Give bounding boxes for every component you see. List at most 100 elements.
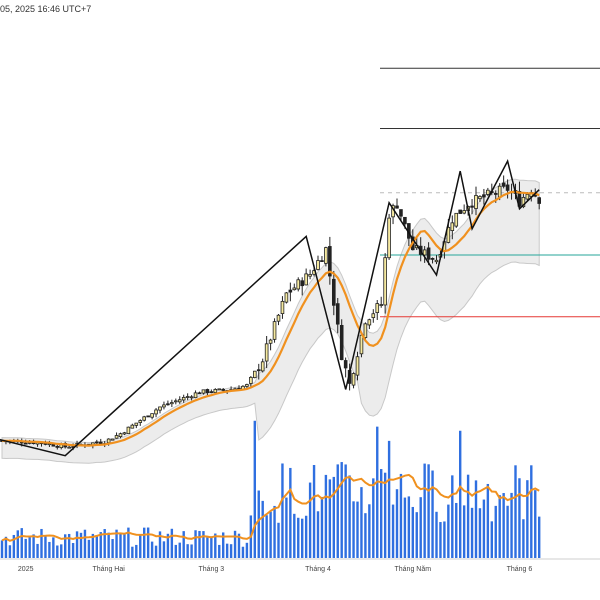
candle-body — [249, 376, 253, 384]
candle-body — [185, 396, 190, 398]
volume-bar — [166, 533, 170, 558]
volume-bar — [162, 541, 166, 558]
candle-body — [324, 247, 328, 264]
x-tick-label: Tháng 6 — [507, 566, 533, 573]
volume-bar — [506, 505, 509, 558]
candle-body — [335, 303, 340, 325]
candle-body — [260, 361, 265, 372]
volume-bar — [348, 475, 351, 558]
candle-body — [158, 406, 162, 411]
volume-bar — [423, 463, 426, 558]
candle-body — [379, 304, 383, 306]
volume-bar — [273, 505, 276, 558]
candle-body — [134, 422, 139, 426]
volume-bar — [127, 527, 130, 558]
volume-bar — [431, 470, 434, 558]
volume-bar — [328, 479, 332, 558]
candle-body — [505, 184, 510, 191]
volume-bar — [451, 475, 454, 558]
candle-body — [434, 259, 439, 263]
candle-body — [395, 205, 399, 209]
candle-body — [478, 196, 482, 200]
candle-body — [343, 360, 348, 369]
volume-bar — [395, 489, 399, 558]
candle-body — [525, 194, 530, 200]
candle-body — [51, 443, 56, 447]
volume-bar — [281, 463, 284, 558]
volume-bars — [0, 420, 541, 558]
volume-bar — [241, 546, 245, 558]
volume-bar — [182, 531, 185, 558]
candle-body — [221, 389, 226, 391]
candle-body — [162, 404, 166, 408]
volume-bar — [190, 544, 193, 558]
candle-body — [320, 260, 324, 263]
volume-bar — [502, 493, 505, 558]
candle-body — [95, 441, 99, 444]
volume-bar — [285, 497, 288, 558]
volume-bar — [277, 522, 280, 558]
candle-body — [150, 413, 154, 418]
volume-bar — [229, 544, 233, 558]
volume-bar — [214, 533, 217, 558]
volume-bar — [52, 537, 55, 558]
volume-bar — [455, 502, 458, 558]
candle-body — [217, 388, 222, 391]
volume-bar — [308, 482, 312, 558]
volume-bar — [387, 440, 391, 558]
volume-bar — [265, 515, 268, 558]
x-tick-label: Tháng Hai — [93, 566, 126, 573]
volume-bar — [24, 538, 27, 558]
volume-bar — [459, 430, 462, 558]
volume-bar — [32, 534, 35, 558]
volume-bar — [514, 465, 517, 558]
candle-body — [304, 273, 308, 286]
volume-bar — [40, 528, 43, 558]
volume-bar — [383, 472, 387, 558]
candle-body — [422, 249, 427, 256]
candle-body — [399, 209, 403, 217]
volume-bar — [403, 497, 407, 558]
x-tick-label: Tháng Năm — [395, 566, 432, 573]
candle-body — [387, 217, 391, 259]
volume-bar — [415, 512, 418, 558]
candle-body — [462, 210, 466, 214]
volume-bar — [304, 515, 308, 558]
volume-bar — [12, 534, 16, 558]
volume-bar — [301, 518, 304, 558]
candle-body — [205, 389, 210, 394]
volume-bar — [135, 544, 138, 558]
candle-body — [300, 280, 304, 287]
volume-bar — [470, 507, 474, 558]
candle-body — [245, 384, 249, 387]
volume-bar — [364, 513, 367, 558]
candle-body — [114, 435, 119, 439]
candle-body — [493, 193, 498, 195]
volume-bar — [186, 544, 189, 558]
candle-body — [331, 278, 336, 306]
volume-bar — [8, 545, 12, 558]
volume-bar — [0, 540, 4, 558]
candle-body — [521, 196, 526, 208]
candle-body — [363, 323, 368, 338]
candle-body — [201, 389, 206, 394]
volume-bar — [435, 511, 438, 558]
volume-bar — [447, 504, 450, 558]
candle-body — [280, 300, 285, 315]
candle-body — [308, 274, 312, 277]
candle-body — [446, 226, 451, 243]
volume-bar — [4, 536, 8, 558]
chart-header-timestamp: 05, 2025 16:46 UTC+7 — [0, 4, 92, 14]
volume-bar — [289, 467, 292, 558]
candle-body — [118, 433, 123, 437]
volume-bar — [478, 508, 482, 558]
volume-bar — [522, 519, 525, 558]
candle-body — [252, 370, 257, 378]
volume-bar — [474, 480, 478, 558]
volume-bar — [427, 464, 430, 558]
volume-bar — [115, 529, 118, 558]
candle-body — [209, 391, 214, 394]
volume-bar — [518, 478, 521, 558]
volume-bar — [225, 543, 229, 558]
